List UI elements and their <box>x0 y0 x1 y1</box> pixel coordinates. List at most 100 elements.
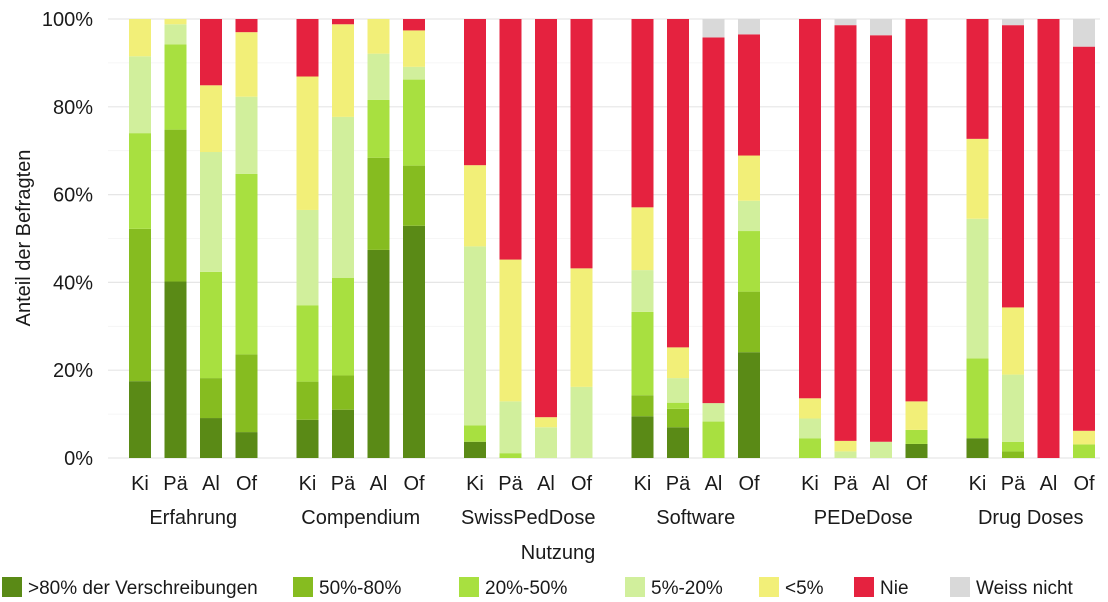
bar-segment <box>570 19 593 269</box>
bar-segment <box>738 291 760 353</box>
bar-SwissPedDose-Pä <box>499 19 522 458</box>
bar-Drug Doses-Pä <box>1002 19 1024 458</box>
bar-segment <box>702 421 725 458</box>
bar-segment <box>702 403 725 422</box>
bar-segment <box>235 354 258 433</box>
x-axis-bar-labels: Ki Pä Al Of Ki Pä Al Of Ki Pä Al Of Ki Pä Al Of Ki Pä Al Of… <box>131 473 1095 495</box>
bar-segment <box>296 209 319 306</box>
bar-segment <box>1073 46 1095 431</box>
bar-segment <box>1002 451 1024 458</box>
bar-segment <box>799 19 821 399</box>
bar-label: Al <box>370 473 388 495</box>
bar-segment <box>332 409 354 458</box>
bar-label: Al <box>1040 473 1058 495</box>
bar-Compendium-Ki <box>296 19 319 458</box>
bar-label: Al <box>537 473 555 495</box>
bar-segment <box>905 401 928 430</box>
bar-label: Pä <box>1001 473 1026 495</box>
bar-segment <box>403 79 425 166</box>
legend-swatch <box>625 577 645 597</box>
bar-Drug Doses-Of <box>1073 19 1095 458</box>
bar-label: Of <box>738 473 760 495</box>
bar-segment <box>738 19 760 35</box>
bar-segment <box>799 438 821 458</box>
bar-segment <box>905 19 928 402</box>
bar-segment <box>667 378 689 403</box>
bar-Drug Doses-Al <box>1037 19 1060 458</box>
bars <box>129 19 1095 458</box>
bar-segment <box>966 438 989 458</box>
bar-segment <box>332 24 354 117</box>
bar-segment <box>403 19 425 31</box>
bar-segment <box>296 419 319 458</box>
bar-label: Al <box>872 473 890 495</box>
bar-segment <box>1002 25 1024 308</box>
bar-segment <box>235 19 258 33</box>
bar-label: Pä <box>498 473 523 495</box>
bar-segment <box>1002 19 1024 26</box>
bar-segment <box>332 278 354 376</box>
group-label: SwissPedDose <box>461 507 596 529</box>
bar-SwissPedDose-Al <box>535 19 557 458</box>
bar-label: Pä <box>331 473 356 495</box>
bar-segment <box>535 427 557 458</box>
bar-segment <box>799 418 821 439</box>
bar-PEDeDose-Pä <box>834 19 857 458</box>
legend-item: Nie <box>854 577 909 599</box>
bar-segment <box>905 429 928 444</box>
bar-segment <box>164 44 187 130</box>
bar-label: Pä <box>833 473 858 495</box>
bar-segment <box>367 249 390 458</box>
bar-segment <box>367 19 390 54</box>
bar-label: Ki <box>634 473 652 495</box>
bar-label: Pä <box>666 473 691 495</box>
bar-label: Ki <box>801 473 819 495</box>
bar-Software-Ki <box>631 19 654 458</box>
bar-segment <box>631 270 654 312</box>
bar-segment <box>905 443 928 458</box>
bar-segment <box>164 19 187 25</box>
bar-segment <box>799 398 821 419</box>
bar-segment <box>1073 19 1095 47</box>
bar-segment <box>834 440 857 452</box>
bar-label: Of <box>571 473 593 495</box>
bar-Erfahrung-Al <box>200 19 222 458</box>
legend-item: 20%-50% <box>459 577 567 599</box>
legend-item: 5%-20% <box>625 577 723 599</box>
bar-segment <box>1002 374 1024 442</box>
bar-segment <box>966 358 989 439</box>
bar-label: Of <box>236 473 258 495</box>
bar-segment <box>1002 307 1024 375</box>
legend-label: Weiss nicht <box>976 578 1074 599</box>
bar-segment <box>464 425 486 442</box>
bar-segment <box>535 19 557 418</box>
group-label: PEDeDose <box>814 507 913 529</box>
legend-item: <5% <box>759 577 824 599</box>
legend-item: 50%-80% <box>293 577 401 599</box>
bar-segment <box>403 225 425 458</box>
bar-segment <box>296 305 319 382</box>
bar-segment <box>499 401 522 454</box>
legend-swatch <box>854 577 874 597</box>
legend-swatch <box>293 577 313 597</box>
bar-segment <box>834 25 857 441</box>
bar-segment <box>499 453 522 458</box>
bar-segment <box>870 19 892 36</box>
bar-segment <box>834 19 857 26</box>
bar-segment <box>631 207 654 271</box>
bar-segment <box>1002 441 1024 452</box>
bar-segment <box>570 386 593 458</box>
bar-segment <box>1073 430 1095 445</box>
bar-segment <box>738 200 760 232</box>
y-tick-label: 60% <box>53 185 93 207</box>
group-label: Software <box>656 507 735 529</box>
bar-segment <box>332 375 354 410</box>
bar-segment <box>332 19 354 25</box>
bar-segment <box>235 96 258 174</box>
grid-lines <box>108 18 1100 459</box>
legend-label: >80% der Verschreibungen <box>28 578 258 599</box>
bar-Compendium-Pä <box>332 19 354 458</box>
bar-segment <box>870 35 892 442</box>
legend-swatch <box>950 577 970 597</box>
